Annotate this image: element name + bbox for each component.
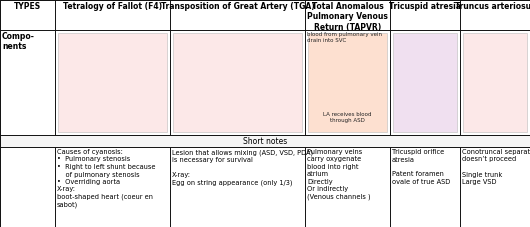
Bar: [460, 0, 530, 30]
Bar: [305, 30, 390, 135]
Bar: [170, 30, 305, 135]
Bar: [308, 33, 387, 132]
Bar: [460, 30, 530, 135]
Bar: [170, 147, 305, 227]
Text: Compo-
nents: Compo- nents: [2, 32, 35, 51]
Bar: [173, 33, 302, 132]
Text: Causes of cyanosis:
•  Pulmonary stenosis
•  Right to left shunt because
    of : Causes of cyanosis: • Pulmonary stenosis…: [57, 149, 155, 209]
Bar: [0, 135, 530, 147]
Bar: [55, 147, 170, 227]
Text: Truncus arteriosus: Truncus arteriosus: [455, 2, 530, 11]
Bar: [0, 147, 55, 227]
Bar: [0, 0, 55, 30]
Bar: [393, 33, 457, 132]
Text: Tetralogy of Fallot (F4): Tetralogy of Fallot (F4): [63, 2, 162, 11]
Text: Tricuspid atresia: Tricuspid atresia: [389, 2, 461, 11]
Bar: [305, 147, 390, 227]
Bar: [0, 30, 55, 135]
Bar: [390, 30, 460, 135]
Bar: [390, 147, 460, 227]
Bar: [170, 0, 305, 30]
Text: Short notes: Short notes: [243, 136, 287, 146]
Bar: [390, 0, 460, 30]
Text: Tricuspid orifice
atresia

Patent foramen
ovale of true ASD: Tricuspid orifice atresia Patent foramen…: [392, 149, 450, 185]
Text: Transposition of Great Artery (TGA): Transposition of Great Artery (TGA): [161, 2, 314, 11]
Text: Lesion that allows mixing (ASD, VSD, PDA)
is necessary for survival

X-ray:
Egg : Lesion that allows mixing (ASD, VSD, PDA…: [172, 149, 313, 186]
Text: TYPES: TYPES: [14, 2, 41, 11]
Bar: [460, 147, 530, 227]
Text: Pulmonary veins
carry oxygenate
blood into right
atrium
Directly
Or indirectly
(: Pulmonary veins carry oxygenate blood in…: [307, 149, 370, 200]
Bar: [55, 30, 170, 135]
Bar: [55, 0, 170, 30]
Bar: [463, 33, 527, 132]
Text: Conotruncal separation
doesn’t proceed

Single trunk
Large VSD: Conotruncal separation doesn’t proceed S…: [462, 149, 530, 185]
Text: LA receives blood
through ASD: LA receives blood through ASD: [323, 112, 372, 123]
Text: blood from pulmonary vein
drain into SVC: blood from pulmonary vein drain into SVC: [307, 32, 382, 43]
Bar: [305, 0, 390, 30]
Text: Total Anomalous
Pulmonary Venous
Return (TAPVR): Total Anomalous Pulmonary Venous Return …: [307, 2, 388, 32]
Bar: [58, 33, 167, 132]
